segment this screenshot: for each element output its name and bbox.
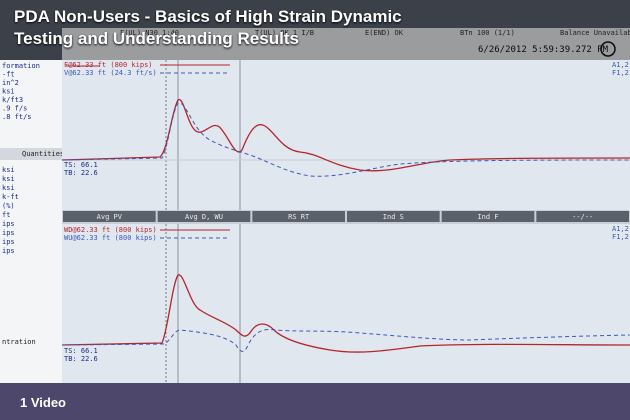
timestamp: 6/26/2012 5:59:39.272 PM [478,45,609,55]
toolbar-item: BTn 100 (1/1) [460,29,515,37]
title-shade [0,0,630,60]
tab-bar: Avg PV Avg D, WU RS RT Ind S Ind F --/-- [63,211,629,222]
velocity-curve [61,102,630,177]
wave-up-curve [61,329,630,352]
channel-label: A1,2 [612,61,629,69]
sidebar-field: ft [2,211,10,219]
toolbar-item: E(END) OK [365,29,404,37]
channel-label: A1,2 [612,225,629,233]
tab-label[interactable]: Avg D, WU [185,213,223,221]
tab-label[interactable]: Ind F [477,213,498,221]
video-title: PDA Non-Users - Basics of High Strain Dy… [14,6,402,50]
sidebar-footer: ntration [2,338,36,346]
wifi-icon [600,41,616,57]
video-bar: 1 Video [0,383,630,420]
sidebar-field: formation [2,62,40,70]
sidebar-field: k-ft [2,193,19,201]
toolbar-item: Balance Unavailable [560,29,630,37]
channel-label: F1,2 [612,233,629,241]
video-count[interactable]: 1 Video [20,395,67,410]
channel-label: F1,2 [612,69,629,77]
tab-label[interactable]: RS RT [288,213,310,221]
sidebar-field: ksi [2,184,15,192]
toolbar-item: F(UL) N30 1:40 [120,29,179,37]
sidebar-field: ips [2,238,15,246]
title-line: PDA Non-Users - Basics of High Strain Dy… [14,7,402,26]
legend-label: F@62.33 ft (800 kips) [64,61,153,69]
tab [347,211,440,222]
sidebar-field: .9 f/s [2,105,27,113]
tab [157,211,251,222]
force-curve [61,99,630,172]
tab [252,211,345,222]
sidebar-header-label: Quantities [22,150,64,158]
ts-label: TS: 66.1 [64,347,98,355]
sidebar-field: (%) [2,202,15,210]
tb-label: TB: 22.6 [64,355,98,363]
title-line: Testing and Understanding Results [14,29,299,48]
wave-down-curve [61,274,630,353]
sidebar-field: ksi [2,166,15,174]
tab-label[interactable]: Avg PV [97,213,123,221]
toolbar-item: T(UL) OK 1 I/B [255,29,314,37]
ts-label: TS: 66.1 [64,161,98,169]
sidebar-field: .8 ft/s [2,113,32,121]
bottom-plot [62,224,630,383]
tab [441,211,535,222]
sidebar-field: k/ft3 [2,96,23,104]
sidebar-header [0,148,62,160]
sidebar-field: ksi [2,88,15,96]
sidebar-field: ips [2,220,15,228]
legend-label: V@62.33 ft (24.3 ft/s) [64,69,157,77]
sidebar-field: ips [2,247,15,255]
sidebar-field: -ft [2,71,15,79]
tab-label[interactable]: --/-- [572,213,593,221]
sidebar-field: in^2 [2,79,19,87]
tab-label[interactable]: Ind S [383,213,404,221]
sidebar-field: ksi [2,175,15,183]
sidebar [0,60,62,383]
legend-label: WD@62.33 ft (800 kips) [64,226,157,234]
top-plot [62,60,630,210]
tab [63,211,156,222]
sidebar-field: ips [2,229,15,237]
legend-label: WU@62.33 ft (800 kips) [64,234,157,242]
tb-label: TB: 22.6 [64,169,98,177]
tab [536,211,629,222]
toolbar [62,28,630,60]
